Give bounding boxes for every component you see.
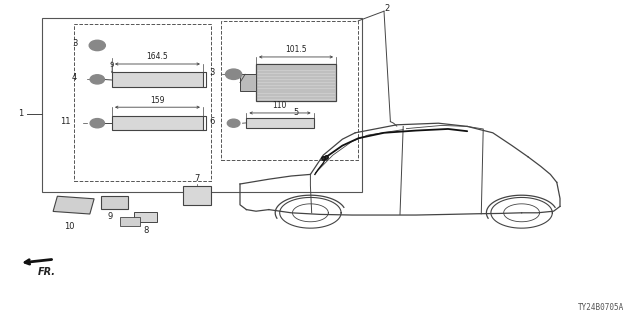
Text: 9: 9 xyxy=(108,212,113,221)
Text: 159: 159 xyxy=(150,96,164,105)
Text: 110: 110 xyxy=(273,101,287,110)
Text: 3: 3 xyxy=(209,68,214,77)
Text: 4: 4 xyxy=(72,73,77,82)
Bar xyxy=(240,74,256,91)
Text: 6: 6 xyxy=(209,117,214,126)
Bar xyxy=(246,118,314,128)
Text: 11: 11 xyxy=(60,117,70,126)
Ellipse shape xyxy=(227,119,240,127)
Text: 2: 2 xyxy=(385,4,390,13)
Text: 5: 5 xyxy=(293,108,299,117)
Bar xyxy=(256,64,336,101)
Text: FR.: FR. xyxy=(38,267,56,276)
Text: 101.5: 101.5 xyxy=(285,45,307,54)
Bar xyxy=(42,18,362,192)
Ellipse shape xyxy=(90,75,104,84)
Bar xyxy=(134,212,157,222)
Text: 7: 7 xyxy=(195,174,200,183)
Ellipse shape xyxy=(90,119,104,128)
Text: 164.5: 164.5 xyxy=(147,52,168,61)
Bar xyxy=(74,24,211,181)
Bar xyxy=(53,196,94,214)
Text: 8: 8 xyxy=(143,226,148,235)
Text: TY24B0705A: TY24B0705A xyxy=(578,303,624,312)
Ellipse shape xyxy=(225,69,242,79)
Bar xyxy=(120,217,140,226)
Text: 9: 9 xyxy=(109,62,115,68)
Text: 1: 1 xyxy=(18,109,23,118)
Bar xyxy=(221,21,358,160)
Bar xyxy=(112,116,203,130)
Bar xyxy=(101,196,128,209)
Text: 3: 3 xyxy=(73,39,78,48)
Bar xyxy=(112,72,203,87)
Ellipse shape xyxy=(89,40,106,51)
Text: 10: 10 xyxy=(64,222,74,231)
Bar xyxy=(183,186,211,205)
